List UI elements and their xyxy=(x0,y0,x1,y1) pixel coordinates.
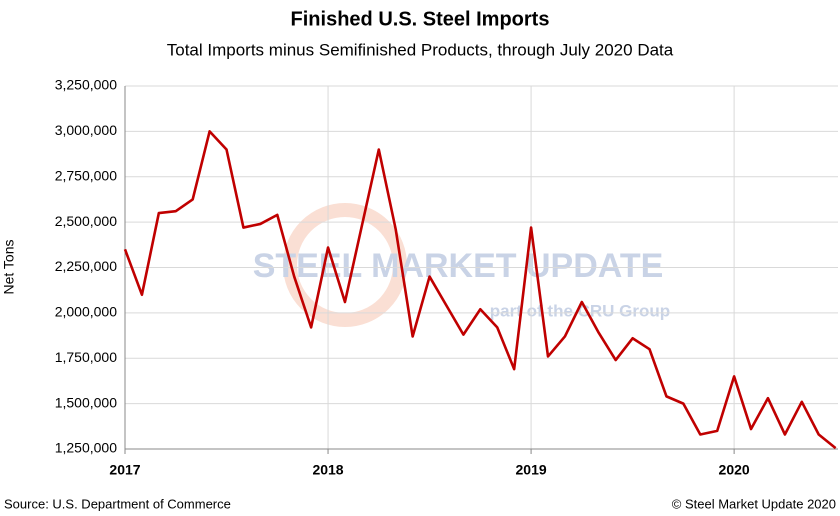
watermark: STEEL MARKET UPDATE xyxy=(253,247,664,285)
y-tick-label: 1,750,000 xyxy=(55,349,117,365)
y-tick-label: 1,500,000 xyxy=(55,394,117,410)
chart-title: Finished U.S. Steel Imports xyxy=(291,8,550,30)
x-tick-label: 2020 xyxy=(719,462,750,478)
watermark-sub: part of the CRU Group xyxy=(490,301,670,320)
y-tick-label: 2,750,000 xyxy=(55,167,117,183)
y-tick-label: 2,500,000 xyxy=(55,213,117,229)
x-tick-label: 2017 xyxy=(109,462,140,478)
chart-subtitle: Total Imports minus Semifinished Product… xyxy=(167,40,674,59)
y-tick-label: 3,250,000 xyxy=(55,77,117,93)
y-tick-label: 2,000,000 xyxy=(55,304,117,320)
series-line xyxy=(123,130,837,450)
source: Source: U.S. Department of Commerce xyxy=(4,496,231,511)
y-tick-label: 3,000,000 xyxy=(55,122,117,138)
x-tick-label: 2019 xyxy=(516,462,547,478)
x-tick-label: 2018 xyxy=(312,462,343,478)
y-tick-label: 2,250,000 xyxy=(55,258,117,274)
y-tick-label: 1,250,000 xyxy=(55,440,117,456)
y-axis-label: Net Tons xyxy=(1,240,17,295)
copyright: © Steel Market Update 2020 xyxy=(672,496,836,511)
